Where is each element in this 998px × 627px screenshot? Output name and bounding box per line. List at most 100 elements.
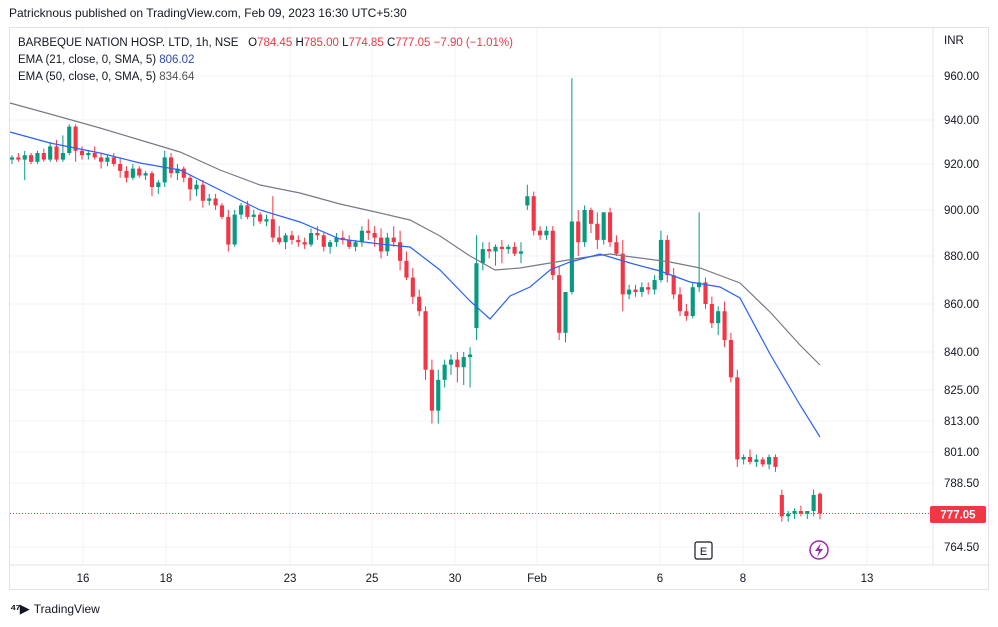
candle <box>334 233 339 247</box>
candle <box>207 193 212 206</box>
candle <box>296 235 301 247</box>
open-value: 784.45 <box>257 37 293 49</box>
candle <box>404 251 409 280</box>
publisher-line: Patricknous published on TradingView.com… <box>9 6 407 20</box>
candle <box>728 332 733 383</box>
candle <box>633 284 638 297</box>
time-tick-label: 13 <box>861 573 874 585</box>
candle <box>124 166 129 183</box>
candle <box>735 369 740 467</box>
legend-ema21-row[interactable]: EMA (21, close, 0, SMA, 5) 806.02 <box>18 52 513 69</box>
candle <box>595 212 600 250</box>
candle <box>67 124 72 156</box>
candle <box>493 244 498 266</box>
symbol-name[interactable]: BARBEQUE NATION HOSP. LTD, 1h, NSE <box>18 37 239 49</box>
candle <box>366 219 371 240</box>
price-tick-label: 801.00 <box>944 447 979 459</box>
candle <box>614 235 619 256</box>
candle <box>461 352 466 385</box>
high-label: H <box>295 37 304 49</box>
last-price-badge: 777.05 <box>930 506 986 523</box>
candle <box>563 292 568 343</box>
candle <box>328 239 333 254</box>
candle <box>709 296 714 328</box>
candle <box>219 203 225 220</box>
candle <box>512 242 517 256</box>
candle <box>270 196 275 243</box>
candles <box>9 78 823 522</box>
candle <box>149 170 155 197</box>
candle <box>760 456 765 467</box>
candle <box>16 153 21 162</box>
price-tick-label: 813.00 <box>944 416 979 428</box>
candle <box>703 277 708 309</box>
candle <box>506 244 511 254</box>
candle <box>468 347 473 388</box>
candle <box>697 212 702 292</box>
candle <box>73 124 78 162</box>
price-tick-label: 788.50 <box>944 478 979 490</box>
candle <box>442 359 447 388</box>
ema21-line <box>9 131 821 438</box>
candle <box>531 191 536 236</box>
candle <box>277 226 282 245</box>
candle <box>181 166 186 183</box>
low-label: L <box>342 37 349 49</box>
time-axis[interactable]: 16 18 23 25 30 Feb 6 8 13 <box>77 573 874 585</box>
tradingview-logo-icon: ⁴⁷▶ <box>10 601 30 616</box>
candle <box>620 239 625 312</box>
candle <box>143 170 148 181</box>
candle <box>321 233 326 252</box>
candle <box>627 284 632 300</box>
candle <box>448 354 454 375</box>
candle <box>652 275 657 295</box>
currency-label: INR <box>944 35 964 47</box>
candle <box>607 207 613 247</box>
time-tick-label: 25 <box>366 573 379 585</box>
candle <box>786 511 791 522</box>
high-value: 785.00 <box>303 37 339 49</box>
ema50-label: EMA (50, close, 0, SMA, 5) <box>18 71 157 83</box>
candle <box>162 150 167 187</box>
candle <box>805 511 810 519</box>
candle <box>60 135 65 162</box>
price-tick-label: 880.00 <box>944 251 979 263</box>
candle <box>665 235 670 283</box>
footer-brand-label: TradingView <box>33 602 100 616</box>
earnings-icon: E <box>700 546 707 558</box>
price-axis[interactable]: 960.00 940.00 920.00 900.00 880.00 860.00 840.… <box>944 71 979 554</box>
candle <box>582 205 587 247</box>
candle <box>315 226 320 240</box>
price-tick-label: 764.50 <box>944 542 979 554</box>
time-tick-label: 30 <box>449 573 462 585</box>
candle <box>525 184 530 210</box>
candle <box>289 230 295 245</box>
candle <box>130 164 135 181</box>
candle <box>9 155 15 164</box>
candle <box>423 306 428 380</box>
price-tick-label: 860.00 <box>944 299 979 311</box>
candle <box>544 226 549 240</box>
lightning-icon[interactable] <box>809 540 829 560</box>
candle <box>232 210 237 247</box>
candle <box>398 230 403 271</box>
candle <box>168 153 174 178</box>
candle <box>716 306 721 336</box>
ema50-value: 834.64 <box>159 71 195 83</box>
candle <box>798 505 803 517</box>
candle <box>684 304 689 321</box>
candle <box>175 164 180 181</box>
candle <box>359 226 364 247</box>
earnings-event-marker[interactable]: E <box>694 541 713 560</box>
footer-brand[interactable]: ⁴⁷▶ TradingView <box>10 601 100 617</box>
candle <box>429 359 434 424</box>
candle <box>747 449 753 465</box>
candle <box>22 150 27 181</box>
price-tick-label: 920.00 <box>944 159 979 171</box>
legend-ema50-row[interactable]: EMA (50, close, 0, SMA, 5) 834.64 <box>18 69 513 86</box>
candle <box>817 492 823 520</box>
candle <box>646 282 651 295</box>
candle <box>576 210 581 256</box>
candle <box>811 489 816 517</box>
